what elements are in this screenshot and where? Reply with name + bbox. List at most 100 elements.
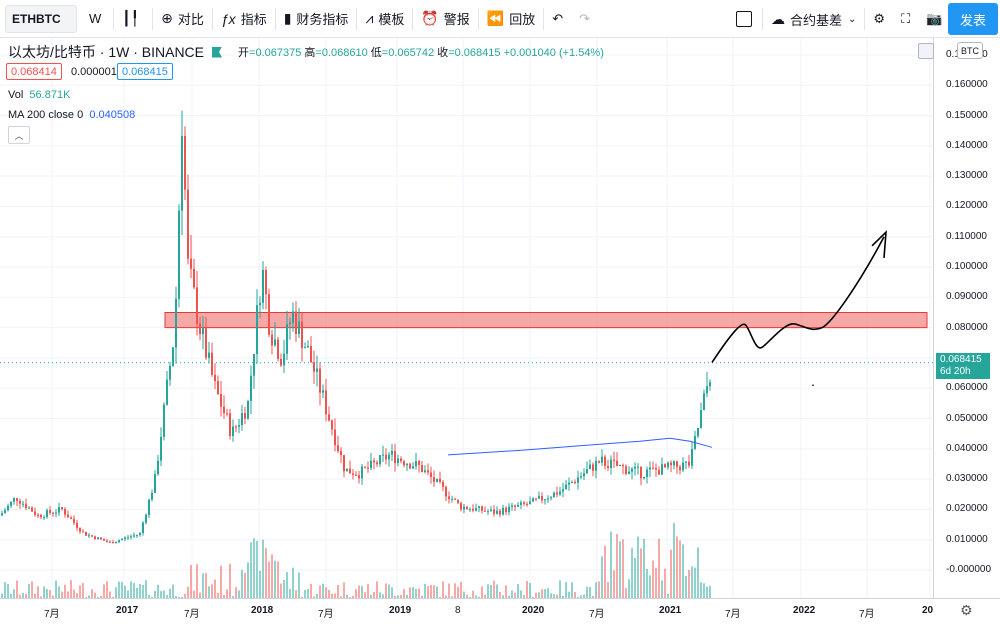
volume-bar <box>460 581 462 598</box>
bid-price-box[interactable]: 0.068414 <box>6 63 62 80</box>
volume-bar <box>409 587 411 598</box>
candle-body <box>559 491 561 495</box>
volume-bar <box>499 591 501 598</box>
volume-bar <box>337 584 339 598</box>
candle-body <box>514 505 516 507</box>
candle-body <box>298 321 300 335</box>
candle-body <box>25 503 27 509</box>
volume-bar <box>352 595 354 598</box>
volume-bar <box>142 585 144 598</box>
candle-body <box>142 522 144 533</box>
layout-square-icon[interactable] <box>736 11 752 27</box>
collapse-legend-button[interactable]: ︿ <box>8 126 30 144</box>
symbol-search[interactable]: ETHBTC <box>5 4 77 33</box>
volume-label: Vol <box>8 89 24 101</box>
templates-button[interactable]: ⩘ 模板 <box>357 0 412 38</box>
candle-body <box>517 504 519 507</box>
candle-body <box>85 531 87 536</box>
volume-bar <box>457 586 459 598</box>
candle-body <box>400 458 402 462</box>
gear-icon[interactable]: ⚙ <box>960 602 973 618</box>
redo-icon: ↷ <box>579 10 591 26</box>
candle-body <box>421 464 423 473</box>
minimize-icon[interactable] <box>918 43 934 59</box>
volume-bar <box>103 584 105 598</box>
candle-body <box>493 509 495 514</box>
volume-bar <box>196 564 198 598</box>
settings-button[interactable]: ⚙ <box>865 0 893 38</box>
candle-body <box>235 426 237 428</box>
replay-button[interactable]: ⏪ 回放 <box>479 0 543 38</box>
publish-button[interactable]: 发表 <box>948 3 998 35</box>
candle-body <box>622 465 624 467</box>
volume-bar <box>544 589 546 598</box>
time-tick-label: 2022 <box>793 605 816 616</box>
volume-bar <box>682 544 684 598</box>
candle-body <box>244 413 246 419</box>
volume-bar <box>172 584 174 598</box>
volume-bar <box>247 562 249 598</box>
time-tick-label: 2018 <box>251 605 274 616</box>
chart-type-button[interactable]: ┃╿ <box>114 0 152 38</box>
price-tick-label: 0.050000 <box>946 412 988 424</box>
price-axis[interactable]: 0.1700000.1600000.1500000.1400000.130000… <box>933 38 1000 598</box>
candle-body <box>295 311 297 335</box>
volume-bar <box>667 593 669 598</box>
ma-legend: MA 200 close 0 0.040508 <box>8 109 135 121</box>
candle-body <box>22 503 24 505</box>
candle-body <box>418 461 420 465</box>
volume-bar <box>655 567 657 598</box>
gear-icon: ⚙ <box>873 11 886 26</box>
candle-body <box>454 498 456 500</box>
volume-bar <box>7 583 9 598</box>
snapshot-button[interactable]: 📷 <box>918 0 950 38</box>
volume-bar <box>193 590 195 598</box>
candle-body <box>10 501 12 506</box>
volume-bar <box>115 587 117 598</box>
volume-bar <box>439 596 441 598</box>
indicators-button[interactable]: ƒx 指标 <box>213 0 275 38</box>
volume-bar <box>127 590 129 598</box>
candle-body <box>553 492 555 498</box>
fullscreen-button[interactable]: ⛶ <box>893 0 918 38</box>
volume-bar <box>277 561 279 598</box>
volume-bar <box>55 580 57 598</box>
candle-body <box>307 345 309 348</box>
candle-body <box>373 460 375 463</box>
volume-bar <box>295 590 297 598</box>
candle-body <box>598 460 600 463</box>
undo-button[interactable]: ↶ <box>544 0 571 38</box>
time-axis[interactable]: ⚙ 7月 2017 7月 2018 7月 2019 8 2020 7月 2021 7月 2022 7月 2… <box>0 598 1000 625</box>
volume-bar <box>547 588 549 598</box>
volume-bar <box>229 563 231 598</box>
alert-button[interactable]: ⏰ 警报 <box>413 0 477 38</box>
redo-button[interactable]: ↷ <box>571 0 598 38</box>
financials-button[interactable]: ▮ 财务指标 <box>276 0 357 38</box>
volume-bar <box>379 592 381 598</box>
volume-bar <box>73 589 75 598</box>
volume-bar <box>586 586 588 598</box>
candle-body <box>250 375 252 401</box>
volume-bar <box>139 583 141 598</box>
ask-price-box[interactable]: 0.068415 <box>117 63 173 80</box>
time-tick-label: 7月 <box>44 609 60 620</box>
volume-bar <box>481 586 483 598</box>
close-label: 收 <box>437 47 449 59</box>
candle-body <box>538 495 540 499</box>
volume-bar <box>694 567 696 598</box>
volume-bar <box>697 547 699 598</box>
compare-button[interactable]: ⊕ 对比 <box>153 0 212 38</box>
interval-button[interactable]: W <box>89 11 102 26</box>
flag-icon[interactable] <box>212 46 223 58</box>
candle-body <box>667 462 669 468</box>
candle-body <box>601 456 603 463</box>
volume-bar <box>562 595 564 598</box>
volume-bar <box>355 589 357 598</box>
price-tick-label: 0.040000 <box>946 442 988 454</box>
currency-button[interactable]: BTC <box>957 42 983 59</box>
candle-body <box>106 540 108 542</box>
basis-button[interactable]: ☁ 合约基差 ⌄ <box>763 0 864 38</box>
volume-bar <box>136 588 138 598</box>
volume-bar <box>358 585 360 598</box>
